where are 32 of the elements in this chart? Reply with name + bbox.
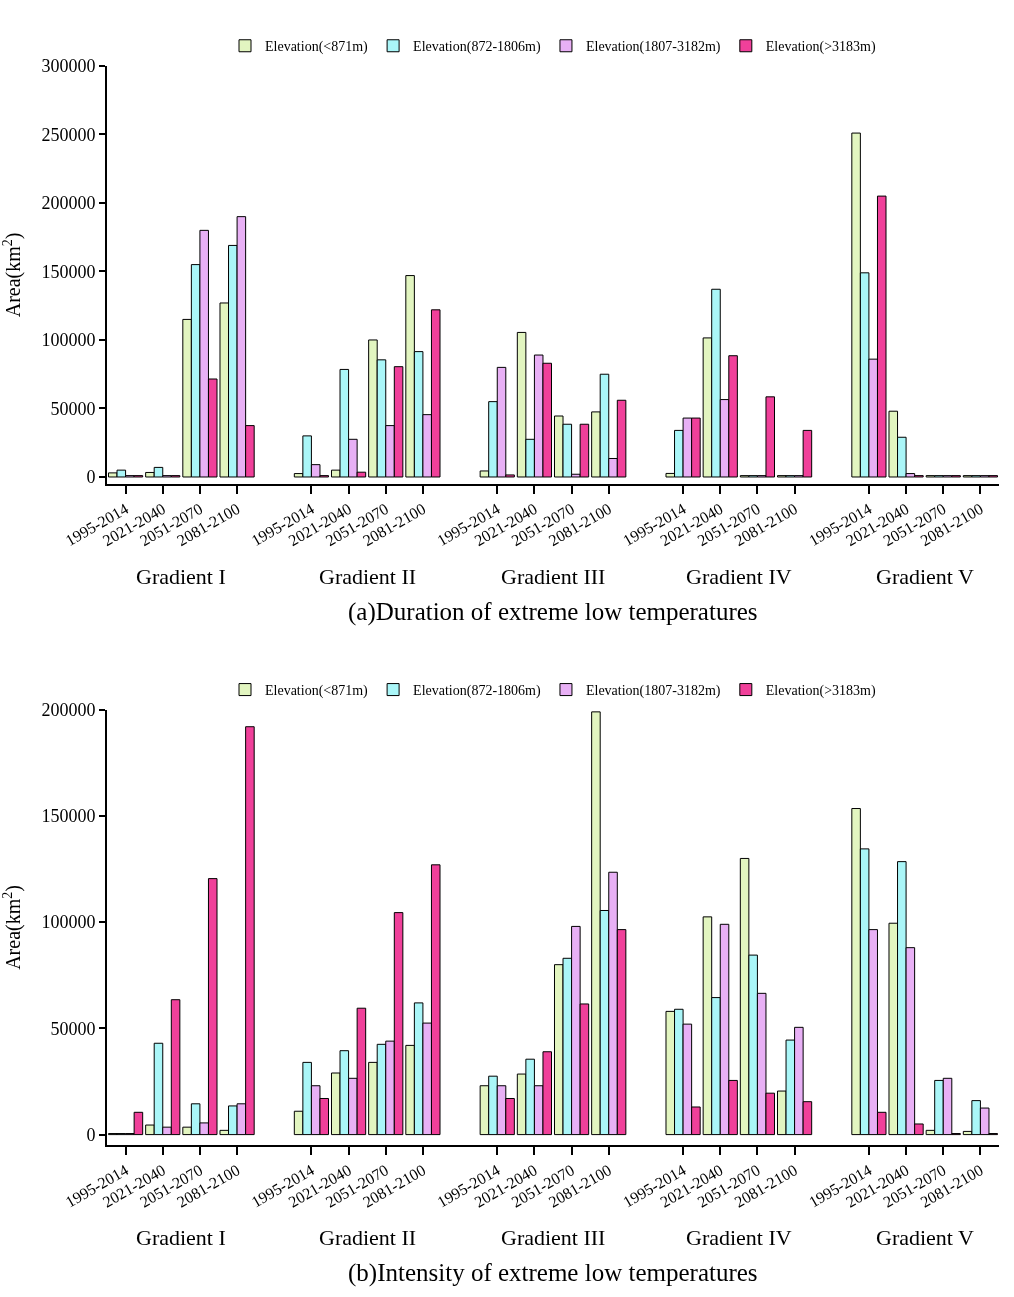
y-tick-label: 200000 <box>41 700 96 721</box>
text: (b)Intensity of extreme low temperatures <box>348 1259 758 1287</box>
text: Gradient V <box>876 564 975 589</box>
legend-label: Elevation(1807-3182m) <box>585 683 721 700</box>
text: Gradient I <box>136 564 226 589</box>
text: Gradient I <box>136 1225 226 1250</box>
text: Gradient V <box>876 1225 975 1250</box>
y-tick-label: 50000 <box>50 1018 96 1039</box>
text: Gradient III <box>501 1225 606 1250</box>
legend-label: Elevation(872-1806m) <box>413 683 541 700</box>
legend-label: Elevation(<871m) <box>265 39 369 56</box>
y-tick-label: 0 <box>86 467 96 488</box>
legend-label: Elevation(<871m) <box>265 683 369 700</box>
y-tick-label: 150000 <box>41 806 96 827</box>
legend-label: Elevation(872-1806m) <box>413 39 541 56</box>
legend-label: Elevation(>3183m) <box>765 39 876 56</box>
y-tick-label: 300000 <box>41 56 96 77</box>
legend-label: Elevation(>3183m) <box>765 683 876 700</box>
y-tick-label: 150000 <box>41 261 96 282</box>
text: Gradient III <box>501 564 606 589</box>
text: Gradient IV <box>686 564 792 589</box>
text: (a)Duration of extreme low temperatures <box>348 598 758 626</box>
legend-label: Elevation(1807-3182m) <box>585 39 721 56</box>
text: Gradient II <box>319 1225 417 1250</box>
y-tick-label: 250000 <box>41 124 96 145</box>
y-tick-label: 100000 <box>41 330 96 351</box>
y-tick-label: 0 <box>86 1124 96 1145</box>
text: Gradient IV <box>686 1225 792 1250</box>
y-tick-label: 50000 <box>50 398 96 419</box>
y-tick-label: 100000 <box>41 912 96 933</box>
y-tick-label: 200000 <box>41 193 96 214</box>
text: Gradient II <box>319 564 417 589</box>
